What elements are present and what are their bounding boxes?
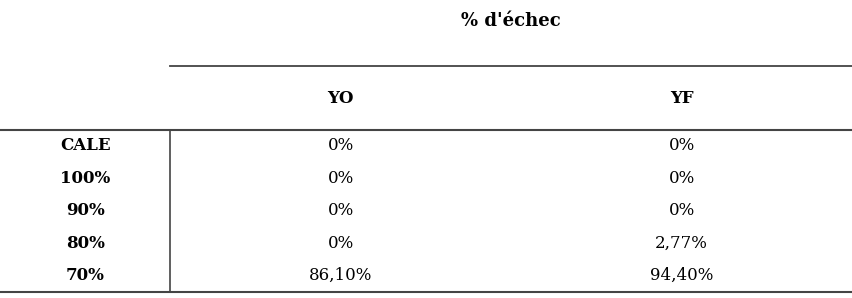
- Text: 70%: 70%: [66, 267, 105, 284]
- Text: 0%: 0%: [328, 235, 354, 252]
- Text: 0%: 0%: [669, 170, 694, 187]
- Text: 0%: 0%: [669, 202, 694, 219]
- Text: 100%: 100%: [60, 170, 110, 187]
- Text: 86,10%: 86,10%: [309, 267, 372, 284]
- Text: CALE: CALE: [60, 137, 111, 154]
- Text: 0%: 0%: [328, 137, 354, 154]
- Text: 80%: 80%: [66, 235, 105, 252]
- Text: 2,77%: 2,77%: [655, 235, 708, 252]
- Text: 0%: 0%: [669, 137, 694, 154]
- Text: % d'échec: % d'échec: [461, 12, 561, 30]
- Text: YF: YF: [670, 90, 694, 107]
- Text: YO: YO: [327, 90, 354, 107]
- Text: 0%: 0%: [328, 170, 354, 187]
- Text: 0%: 0%: [328, 202, 354, 219]
- Text: 94,40%: 94,40%: [650, 267, 713, 284]
- Text: 90%: 90%: [66, 202, 105, 219]
